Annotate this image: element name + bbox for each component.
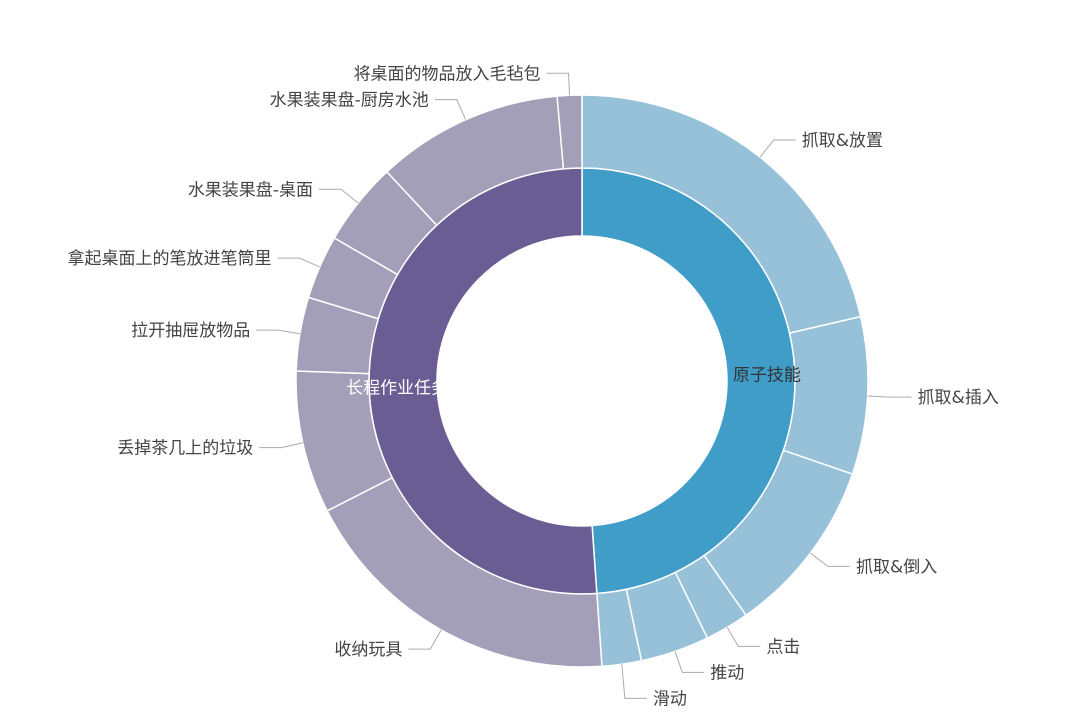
leader-line xyxy=(408,629,442,650)
outer-label: 推动 xyxy=(710,663,744,683)
outer-label: 水果装果盘-厨房水池 xyxy=(270,91,429,111)
outer-label: 将桌面的物品放入毛毡包 xyxy=(354,64,541,84)
leader-line xyxy=(674,651,705,673)
leader-line xyxy=(259,442,303,449)
leader-line xyxy=(434,99,467,120)
outer-label: 拉开抽屉放物品 xyxy=(131,321,250,341)
leader-line xyxy=(867,395,912,398)
outer-label: 抓取&插入 xyxy=(918,388,999,408)
leader-line xyxy=(277,257,320,268)
outer-label: 抓取&倒入 xyxy=(856,557,937,577)
leader-line xyxy=(726,627,761,647)
outer-label: 水果装果盘-桌面 xyxy=(188,180,313,200)
outer-label: 抓取&放置 xyxy=(802,131,883,151)
leader-line xyxy=(318,188,359,204)
outer-label: 滑动 xyxy=(653,689,687,709)
outer-label: 丢掉茶几上的垃圾 xyxy=(117,439,253,459)
outer-segment[interactable] xyxy=(556,94,583,170)
outer-label: 收纳玩具 xyxy=(334,640,402,660)
leader-line xyxy=(256,329,301,335)
leader-line xyxy=(759,139,796,158)
leader-line xyxy=(621,664,647,699)
outer-label: 拿起桌面上的笔放进笔筒里 xyxy=(68,248,272,269)
inner-label: 原子技能 xyxy=(733,366,801,386)
outer-segment[interactable] xyxy=(782,315,869,476)
outer-label: 点击 xyxy=(766,637,800,657)
leader-line xyxy=(546,72,571,96)
inner-label: 长程作业任务 xyxy=(346,378,448,398)
arcs-layer xyxy=(295,94,869,668)
leader-line xyxy=(810,552,850,567)
